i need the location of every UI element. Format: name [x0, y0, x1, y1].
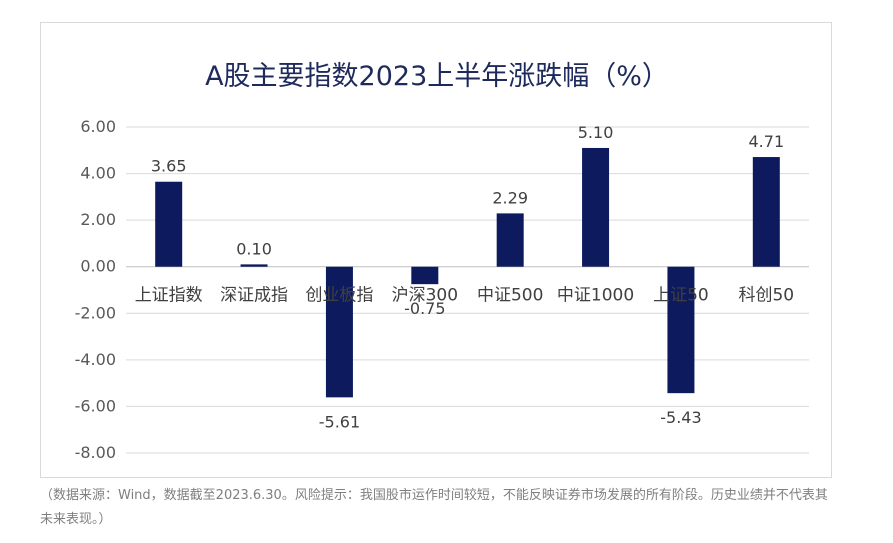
bars: [155, 147, 780, 398]
gridlines: [126, 126, 809, 454]
bar: [155, 181, 183, 267]
data-label: -0.75: [404, 299, 445, 318]
data-labels: 3.65 0.10 -5.61 -0.75 2.29 5.10 -5.43 4.71: [151, 123, 784, 431]
bar: [667, 266, 695, 394]
y-tick-label: 0.00: [80, 257, 116, 276]
bar-chart: A股主要指数2023上半年涨跌幅（%） 6.00 4.00 2.00 0.00 -2.0…: [75, 61, 809, 462]
bar: [411, 266, 439, 285]
data-label: 4.71: [749, 132, 785, 151]
bar: [752, 157, 780, 267]
data-label: -5.43: [660, 408, 701, 427]
category-labels: 上证指数 深证成指 创业板指 沪深300 中证500 中证1000 上证50 科创50: [135, 286, 794, 306]
category-label: 上证指数: [135, 286, 203, 306]
data-label: 5.10: [578, 123, 614, 142]
data-label: -5.61: [319, 412, 360, 431]
footnote: （数据来源：Wind，数据截至2023.6.30。风险提示：我国股市运作时间较短…: [40, 488, 828, 527]
chart-frame: A股主要指数2023上半年涨跌幅（%） 6.00 4.00 2.00 0.00 -2.0…: [40, 22, 832, 478]
bar: [325, 266, 353, 398]
y-tick-label: -8.00: [75, 443, 116, 462]
data-label: 0.10: [236, 239, 272, 258]
y-tick-label: 4.00: [80, 164, 116, 183]
category-label: 中证500: [477, 286, 543, 306]
category-label: 上证50: [653, 286, 709, 306]
category-label: 沪深300: [392, 286, 458, 306]
category-label: 科创50: [738, 286, 794, 306]
y-tick-label: 2.00: [80, 210, 116, 229]
data-label: 2.29: [492, 188, 528, 207]
chart-title: A股主要指数2023上半年涨跌幅（%）: [205, 61, 669, 92]
category-label: 深证成指: [220, 286, 288, 306]
y-tick-label: -2.00: [75, 303, 116, 322]
bar: [240, 264, 268, 267]
y-tick-label: -6.00: [75, 396, 116, 415]
bar: [582, 147, 610, 267]
category-label: 创业板指: [305, 286, 373, 306]
category-label: 中证1000: [557, 286, 634, 306]
data-label: 3.65: [151, 157, 187, 176]
y-tick-label: -4.00: [75, 350, 116, 369]
y-tick-label: 6.00: [80, 117, 116, 136]
bar: [496, 213, 524, 267]
y-axis-ticks: 6.00 4.00 2.00 0.00 -2.00 -4.00 -6.00 -8.00: [75, 117, 116, 462]
